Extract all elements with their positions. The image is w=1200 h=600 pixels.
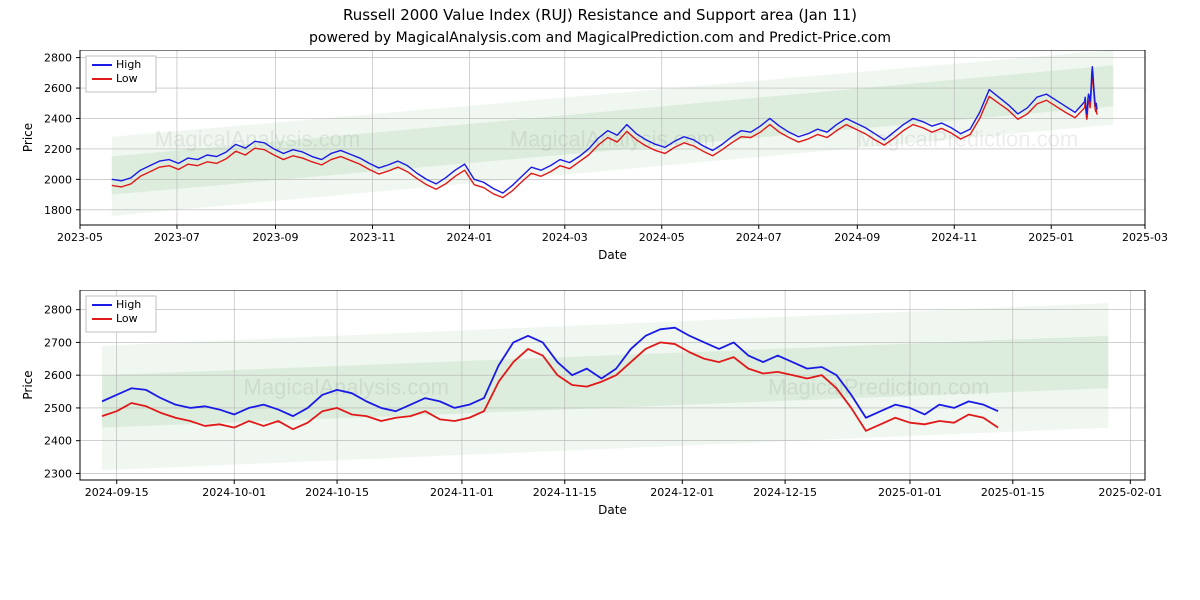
svg-text:2024-07: 2024-07	[736, 231, 782, 244]
svg-text:2025-01-01: 2025-01-01	[878, 486, 942, 499]
svg-text:1800: 1800	[44, 204, 72, 217]
svg-text:2024-09-15: 2024-09-15	[85, 486, 149, 499]
svg-text:2400: 2400	[44, 112, 72, 125]
svg-text:2025-03: 2025-03	[1122, 231, 1168, 244]
svg-text:2300: 2300	[44, 467, 72, 480]
svg-text:MagicalAnalysis.com: MagicalAnalysis.com	[155, 126, 360, 151]
svg-text:2024-10-15: 2024-10-15	[305, 486, 369, 499]
svg-text:2024-03: 2024-03	[542, 231, 588, 244]
svg-text:MagicalAnalysis.com: MagicalAnalysis.com	[244, 375, 449, 400]
bottom-chart-svg: MagicalAnalysis.com MagicalPrediction.com…	[0, 290, 1200, 545]
svg-text:High: High	[116, 298, 141, 311]
top-chart-container: MagicalAnalysis.comMagicalAnalysis.comMa…	[0, 50, 1200, 290]
svg-text:2600: 2600	[44, 369, 72, 382]
svg-text:2024-01: 2024-01	[446, 231, 492, 244]
svg-text:2023-11: 2023-11	[349, 231, 395, 244]
svg-text:2024-05: 2024-05	[639, 231, 685, 244]
svg-text:MagicalPrediction.com: MagicalPrediction.com	[768, 375, 989, 400]
chart-subtitle: powered by MagicalAnalysis.com and Magic…	[0, 24, 1200, 50]
svg-text:2024-11-15: 2024-11-15	[533, 486, 597, 499]
svg-text:2024-09: 2024-09	[834, 231, 880, 244]
svg-text:2023-07: 2023-07	[154, 231, 200, 244]
svg-text:2025-01: 2025-01	[1028, 231, 1074, 244]
svg-text:2200: 2200	[44, 143, 72, 156]
bottom-chart-container: MagicalAnalysis.com MagicalPrediction.com…	[0, 290, 1200, 545]
svg-text:Date: Date	[598, 503, 627, 517]
svg-text:2500: 2500	[44, 402, 72, 415]
svg-text:Date: Date	[598, 248, 627, 262]
svg-text:2024-12-15: 2024-12-15	[753, 486, 817, 499]
svg-text:High: High	[116, 58, 141, 71]
svg-text:2000: 2000	[44, 173, 72, 186]
svg-text:Low: Low	[116, 72, 138, 85]
svg-text:2024-12-01: 2024-12-01	[650, 486, 714, 499]
svg-text:2800: 2800	[44, 52, 72, 65]
svg-text:2024-10-01: 2024-10-01	[202, 486, 266, 499]
svg-text:2800: 2800	[44, 304, 72, 317]
svg-text:2024-11: 2024-11	[931, 231, 977, 244]
svg-text:2023-05: 2023-05	[57, 231, 103, 244]
svg-text:2025-01-15: 2025-01-15	[981, 486, 1045, 499]
svg-text:2023-09: 2023-09	[253, 231, 299, 244]
svg-text:2700: 2700	[44, 336, 72, 349]
svg-text:2400: 2400	[44, 435, 72, 448]
svg-text:MagicalAnalysis.com: MagicalAnalysis.com	[510, 126, 715, 151]
svg-text:Low: Low	[116, 312, 138, 325]
svg-text:2025-02-01: 2025-02-01	[1098, 486, 1162, 499]
top-chart-svg: MagicalAnalysis.comMagicalAnalysis.comMa…	[0, 50, 1200, 290]
svg-text:Price: Price	[21, 123, 35, 152]
svg-text:2600: 2600	[44, 82, 72, 95]
svg-text:Price: Price	[21, 370, 35, 399]
svg-text:2024-11-01: 2024-11-01	[430, 486, 494, 499]
chart-title: Russell 2000 Value Index (RUJ) Resistanc…	[0, 0, 1200, 24]
